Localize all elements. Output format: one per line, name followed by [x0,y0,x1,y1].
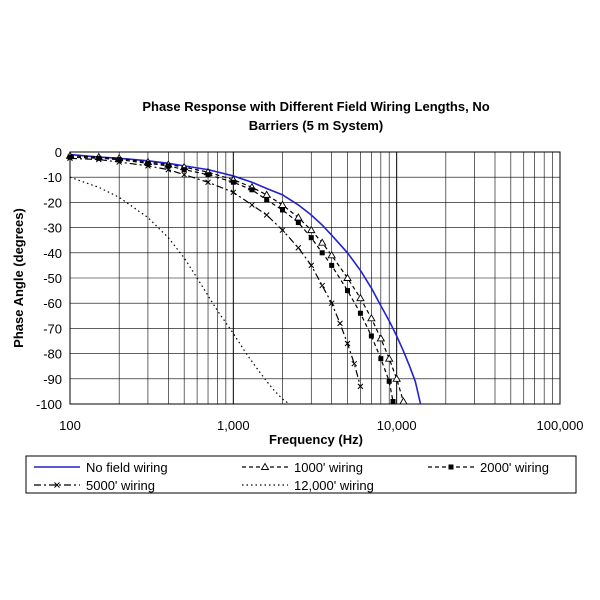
x-axis-label: Frequency (Hz) [269,432,363,447]
series-3-point [95,156,102,163]
series-2-point [378,356,384,362]
series-1-point [327,250,336,259]
series-2-point [386,378,392,384]
legend-box [25,455,577,494]
series-3-point [328,300,335,307]
y-tick-label: -90 [43,372,62,387]
series-3-point [319,282,326,289]
series-1-point [392,374,401,382]
x-tick-label: 1,000 [217,418,250,433]
series-2-point [230,179,236,185]
y-tick-label: -50 [43,271,62,286]
y-tick-label: -80 [43,347,62,362]
series-3-point [357,383,364,390]
series-line-2 [69,156,394,402]
legend-label: 1000' wiring [294,460,363,475]
chart-title-line-2: Barriers (5 m System) [249,118,383,133]
series-1-point [384,354,394,362]
legend: No field wiring 1000' wiring 2000' wiring 5… [34,460,549,493]
legend-marker [260,462,270,470]
x-tick-label: 100,000 [537,418,584,433]
series-2-point [308,235,314,241]
series-2-point [357,310,363,316]
series-3-point [230,189,237,196]
legend-item-2: 2000' wiring [428,460,549,475]
chart-title-line-1: Phase Response with Different Field Wiri… [142,99,489,114]
series-3-point [351,360,358,367]
series-3-point [263,212,270,218]
series-2-point [181,167,187,173]
series-1-point [343,273,352,281]
y-tick-label: -40 [43,246,62,261]
series-1-point [317,238,327,246]
x-tick-label: 10,000 [377,418,417,433]
legend-label: 2000' wiring [480,460,549,475]
series-2-point [116,157,122,163]
series-3-point [295,244,302,251]
series-2-point [280,207,286,213]
series-2-point [145,160,151,166]
series-3-point [279,227,286,233]
series-line-4 [69,176,290,405]
series-3-point [308,262,315,269]
series-2-point [390,398,396,404]
series-3-point [205,179,211,186]
x-tick-labels: 100 1,000 10,000 100,000 [59,418,583,433]
legend-marker [448,464,454,470]
series-3-point [337,320,343,327]
series-2-point [96,155,102,161]
series-2-point [319,250,325,256]
grid [70,152,560,404]
series-2-point [295,220,301,226]
series-lines [65,151,422,405]
series-2-point [165,163,171,169]
y-tick-labels: 0 -10 -20 -30 -40 -50 -60 -70 -80 -90 -100 [36,145,62,412]
legend-item-3: 5000' wiring [34,478,155,493]
series-2-point [205,172,211,178]
series-3-point [181,171,188,178]
series-2-point [329,262,335,268]
series-3-point [67,155,73,162]
plot-border [69,151,561,405]
y-tick-label: -10 [43,170,62,185]
y-tick-label: -60 [43,296,62,311]
series-3-point [145,163,151,169]
y-tick-label: 0 [55,145,62,160]
legend-marker [54,482,60,488]
series-3-point [344,340,351,347]
y-tick-label: -100 [36,397,62,412]
series-3-point [249,202,255,208]
series-1-point [376,334,386,342]
series-1-point [262,190,271,198]
legend-item-1: 1000' wiring [242,460,363,475]
series-2-point [264,197,270,203]
y-axis-label: Phase Angle (degrees) [11,208,26,348]
y-tick-label: -30 [43,221,62,236]
series-1-point [294,213,303,221]
series-1-point [399,397,408,405]
y-tick-label: -70 [43,321,62,336]
series-1-point [306,225,316,234]
series-3-point [116,159,123,165]
legend-item-4: 12,000' wiring [242,478,374,493]
legend-label: 5000' wiring [86,478,155,493]
series-1-point [278,200,287,208]
series-2-point [344,288,350,294]
legend-label: 12,000' wiring [294,478,374,493]
series-3-point [165,166,172,173]
x-tick-label: 100 [59,418,81,433]
series-1-point [367,313,376,322]
y-tick-label: -20 [43,195,62,210]
series-2-point [67,154,73,160]
series-1-point [356,293,365,302]
series-line-1 [69,155,405,402]
legend-item-0: No field wiring [34,460,168,475]
series-2-point [368,333,374,339]
series-2-point [249,187,255,193]
legend-label: No field wiring [86,460,168,475]
